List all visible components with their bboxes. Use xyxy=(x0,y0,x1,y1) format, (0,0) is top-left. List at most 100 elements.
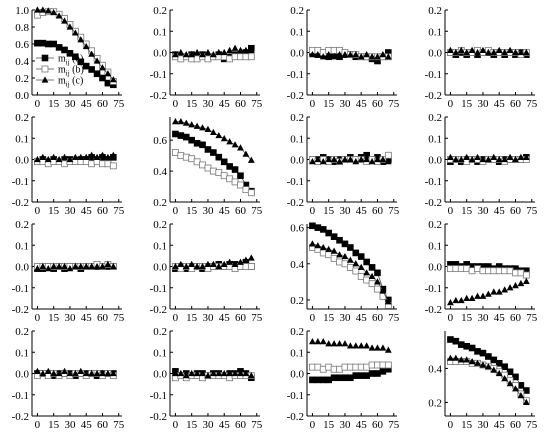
data-point xyxy=(93,57,101,64)
data-point xyxy=(82,262,90,270)
data-point xyxy=(452,354,460,361)
data-point xyxy=(44,265,52,272)
data-point xyxy=(374,155,381,163)
y-tick-label: 0.2 xyxy=(153,326,167,338)
data-point xyxy=(352,372,360,379)
data-point xyxy=(215,369,223,377)
data-point xyxy=(384,361,392,369)
x-tick-label: 60 xyxy=(97,419,109,431)
data-point xyxy=(237,46,244,53)
x-tick-label: 45 xyxy=(219,205,231,217)
data-point xyxy=(77,262,85,270)
data-point xyxy=(231,44,239,51)
y-tick-label: -0.1 xyxy=(287,390,304,402)
x-tick-label: 30 xyxy=(202,312,214,324)
x-tick-label: 15 xyxy=(323,312,335,324)
panel-3-2: -0.2 -0.1 0.0 0.1 0.2 0 15 30 45 60 75 xyxy=(150,219,263,324)
legend-marker xyxy=(41,76,49,83)
data-point xyxy=(309,376,316,384)
panel-1-4: -0.2 -0.1 0.0 0.1 0.2 0 15 30 45 60 75 xyxy=(425,5,538,110)
data-point xyxy=(88,369,96,377)
x-tick-label: 30 xyxy=(477,312,489,324)
data-point xyxy=(325,51,333,58)
x-tick-label: 15 xyxy=(48,312,60,324)
data-point xyxy=(237,172,244,180)
y-tick-label: 0.2 xyxy=(15,219,29,231)
data-point xyxy=(215,131,223,139)
data-point xyxy=(66,50,74,57)
data-point xyxy=(215,153,223,161)
data-point xyxy=(220,48,228,56)
data-point xyxy=(314,51,322,58)
y-tick-label: 0.0 xyxy=(153,262,167,274)
y-tick-label: -0.1 xyxy=(150,390,167,402)
x-tick-label: 15 xyxy=(323,98,335,110)
data-point xyxy=(501,286,509,293)
data-point xyxy=(490,356,498,364)
data-point xyxy=(479,46,487,53)
x-tick-label: 60 xyxy=(510,98,522,110)
data-point xyxy=(341,340,349,347)
data-point xyxy=(495,288,503,295)
data-point xyxy=(363,276,371,284)
data-point xyxy=(237,369,244,377)
data-point xyxy=(325,340,333,347)
y-tick-label: 0.0 xyxy=(428,262,442,274)
x-tick-label: 60 xyxy=(97,98,109,110)
x-tick-label: 60 xyxy=(235,312,247,324)
data-point xyxy=(44,7,52,14)
data-point xyxy=(384,158,392,165)
y-tick-label: 0.4 xyxy=(153,166,167,178)
data-point xyxy=(512,48,519,56)
data-point xyxy=(242,46,250,53)
data-point xyxy=(93,153,101,160)
y-tick-label: -0.1 xyxy=(12,283,29,295)
data-point xyxy=(188,51,196,58)
data-point xyxy=(447,46,454,53)
data-point xyxy=(474,359,481,366)
y-tick-label: 0.1 xyxy=(153,240,167,252)
data-point xyxy=(199,369,206,377)
data-point xyxy=(479,292,487,299)
data-point xyxy=(61,262,68,270)
y-tick-label: -0.2 xyxy=(287,90,304,102)
data-point xyxy=(363,155,371,163)
y-tick-label: 0.2 xyxy=(428,112,442,124)
y-tick-label: -0.2 xyxy=(425,304,442,316)
data-point xyxy=(336,251,343,258)
data-point xyxy=(39,153,47,160)
panel-1-2: -0.2 -0.1 0.0 0.1 0.2 0 15 30 45 60 75 xyxy=(150,5,263,110)
y-tick-label: -0.1 xyxy=(287,69,304,81)
data-point xyxy=(484,155,492,163)
y-tick-label: 0.1 xyxy=(15,347,29,359)
data-point xyxy=(182,133,190,141)
y-tick-label: 0.1 xyxy=(290,26,304,38)
y-tick-label: -0.1 xyxy=(150,283,167,295)
y-tick-label: 0.0 xyxy=(290,369,304,381)
data-point xyxy=(341,252,349,260)
data-point xyxy=(193,369,201,377)
data-point xyxy=(463,153,471,160)
data-point xyxy=(490,153,498,160)
data-point xyxy=(457,296,465,304)
data-point xyxy=(319,243,327,251)
data-point xyxy=(314,155,322,163)
series-3-markers xyxy=(34,367,117,377)
data-point xyxy=(490,48,498,56)
data-point xyxy=(479,349,487,357)
data-point xyxy=(177,118,185,125)
data-point xyxy=(99,369,106,377)
data-point xyxy=(336,158,343,165)
data-point xyxy=(226,46,234,53)
data-point xyxy=(182,262,190,270)
x-tick-label: 60 xyxy=(97,312,109,324)
y-tick-label: 0.2 xyxy=(153,5,167,17)
data-point xyxy=(374,278,381,285)
data-point xyxy=(346,256,354,263)
x-tick-label: 30 xyxy=(202,205,214,217)
data-point xyxy=(182,119,190,126)
data-point xyxy=(384,298,392,305)
data-point xyxy=(231,141,239,148)
y-tick-label: 0.2 xyxy=(15,112,29,124)
x-tick-label: 60 xyxy=(510,312,522,324)
